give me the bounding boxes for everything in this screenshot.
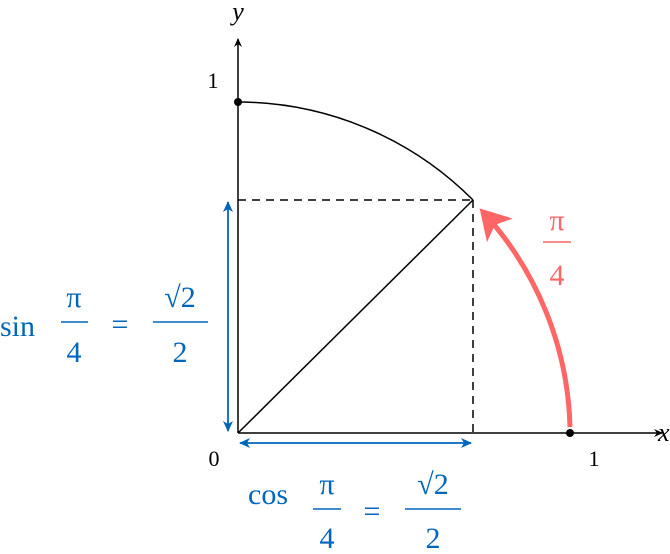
cos-label: cos π 4 = √2 2 xyxy=(248,468,461,554)
angle-arc-arrow xyxy=(479,208,573,428)
cos-value-num: √2 xyxy=(417,468,448,501)
y-axis-label: y xyxy=(229,0,244,26)
x-axis-label: x xyxy=(657,418,670,447)
sin-frac-num: π xyxy=(66,281,81,314)
sin-frac-den: 4 xyxy=(67,336,82,369)
cos-func: cos xyxy=(248,478,288,511)
x-tick-label: 1 xyxy=(589,446,600,471)
point-y-one xyxy=(234,98,242,106)
sin-func: sin xyxy=(0,310,35,343)
cos-value-den: 2 xyxy=(426,522,441,554)
origin-label: 0 xyxy=(209,446,220,471)
cos-equals: = xyxy=(364,495,381,528)
angle-denominator: 4 xyxy=(550,259,565,292)
angle-label: π 4 xyxy=(543,204,571,292)
y-tick-label: 1 xyxy=(208,68,219,93)
sin-value-num: √2 xyxy=(164,281,195,314)
point-x-one xyxy=(566,429,574,437)
sin-value-den: 2 xyxy=(173,336,188,369)
angle-numerator: π xyxy=(549,204,564,237)
sin-label: sin π 4 = √2 2 xyxy=(0,281,208,369)
radius-line xyxy=(237,199,474,434)
unit-circle-arc xyxy=(237,101,474,201)
sin-equals: = xyxy=(112,308,129,341)
cos-frac-num: π xyxy=(319,468,334,501)
cos-frac-den: 4 xyxy=(320,522,335,554)
